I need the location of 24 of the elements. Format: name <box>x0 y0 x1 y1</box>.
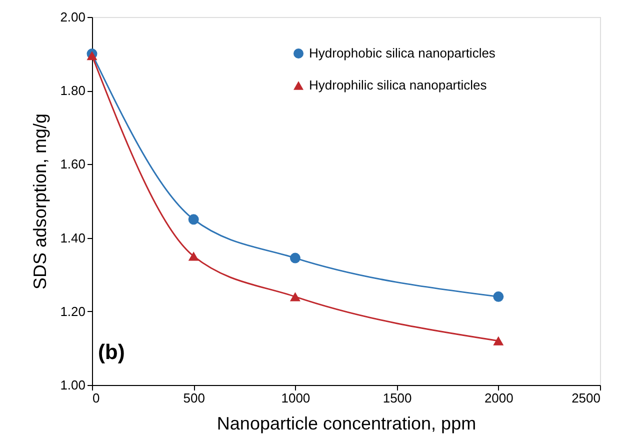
y-tick-label: 1.80 <box>60 83 86 98</box>
x-tick-label: 2000 <box>484 390 514 406</box>
legend-label: Hydrophilic silica nanoparticles <box>309 78 488 92</box>
x-tick-label: 2500 <box>572 390 600 406</box>
y-tick-label: 1.00 <box>60 378 86 392</box>
x-tick-label: 1000 <box>281 390 310 406</box>
y-tick-label: 2.00 <box>60 10 86 24</box>
y-axis-title: SDS adsorption, mg/g <box>30 113 50 290</box>
legend-label: Hydrophobic silica nanoparticles <box>309 46 496 60</box>
x-tick-label: 0 <box>92 390 100 406</box>
point <box>86 51 98 60</box>
y-tick-label: 1.20 <box>60 304 86 319</box>
point <box>188 252 199 261</box>
y-tick-label: 1.60 <box>60 156 86 172</box>
annotation: (b) <box>98 341 125 364</box>
point <box>493 336 504 346</box>
x-tick-label: 500 <box>183 390 205 406</box>
point <box>188 214 199 225</box>
point <box>290 252 300 264</box>
x-axis-title: Nanoparticle concentration, ppm <box>216 414 476 434</box>
x-tick-label: 1500 <box>382 390 412 406</box>
point <box>493 291 504 302</box>
y-tick-label: 1.40 <box>60 230 86 246</box>
point <box>290 292 300 302</box>
